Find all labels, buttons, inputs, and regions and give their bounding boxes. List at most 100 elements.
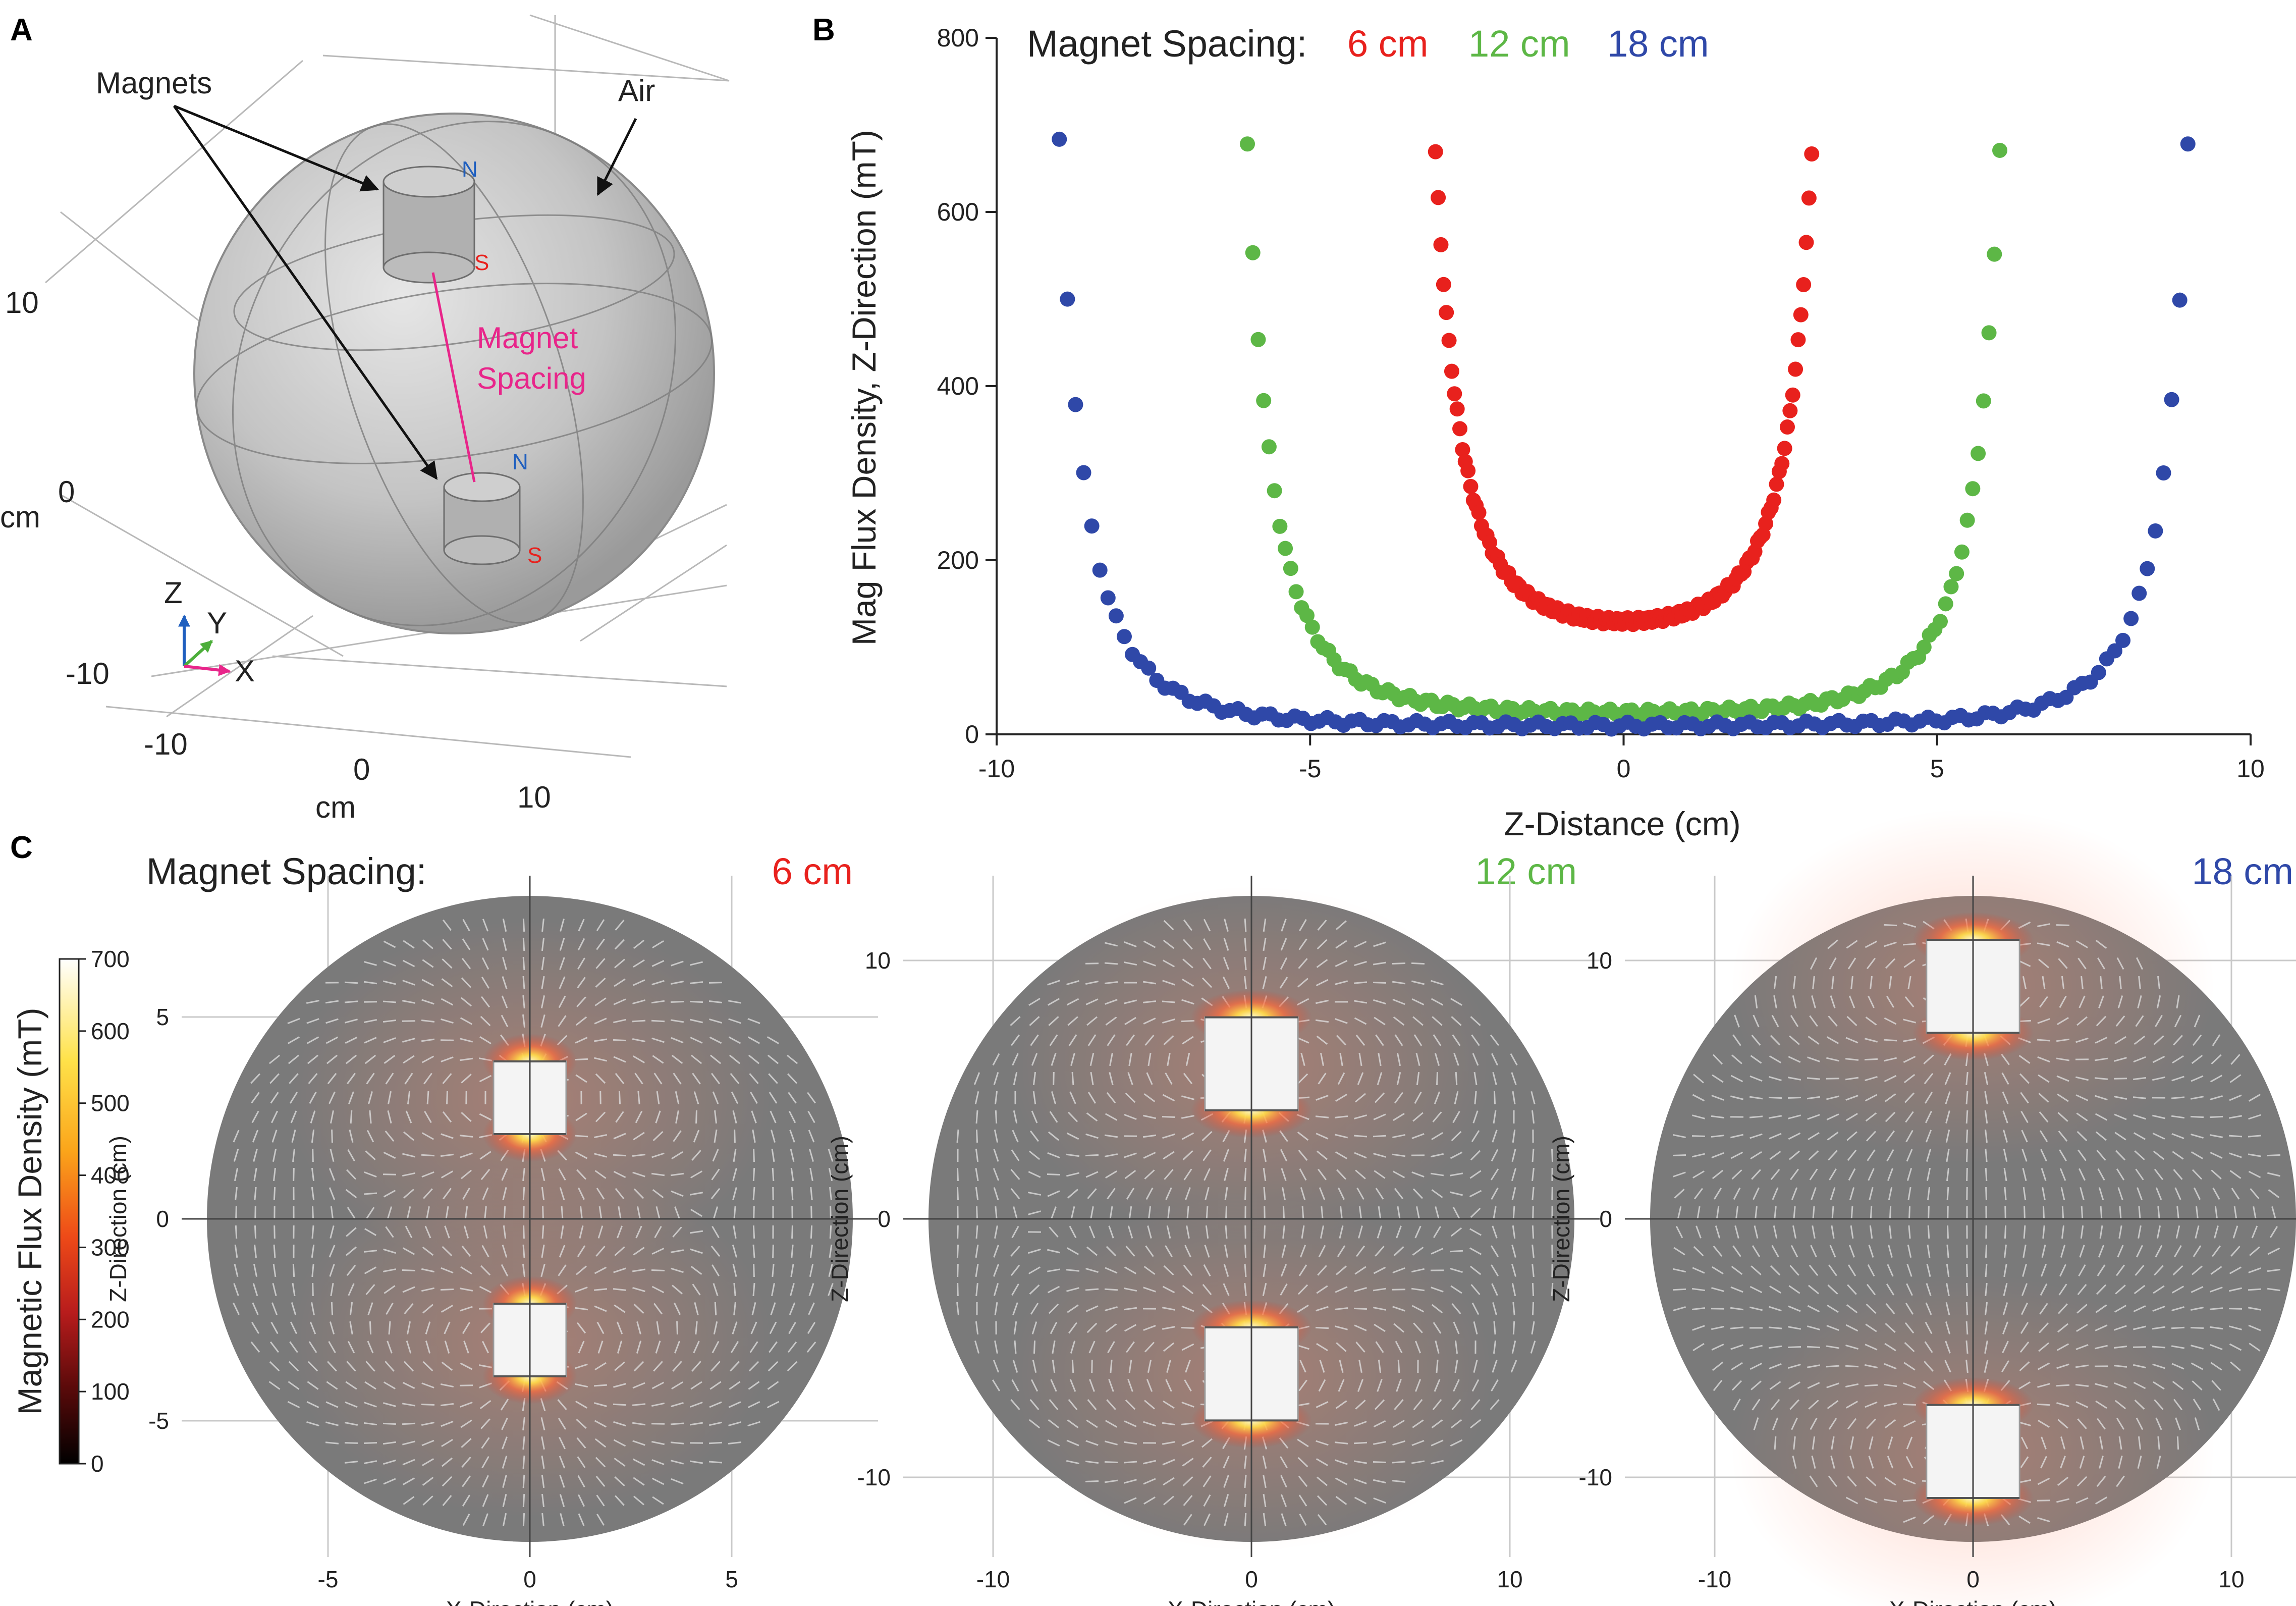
- point-6cm: [1801, 190, 1817, 206]
- point-12cm: [1299, 608, 1315, 623]
- point-6cm: [1788, 361, 1803, 377]
- panel-c-legend-title: Magnet Spacing:: [146, 850, 426, 892]
- top-magnet: [382, 166, 475, 284]
- field-map-18cm: 18 cm -10 0 10 10 0 -10 X-Direction (cm) Z-Direc…: [1548, 809, 2296, 1606]
- y-tick-label: 200: [937, 546, 979, 574]
- x-tick-label: 10: [2236, 755, 2265, 783]
- y-tick-label: 600: [937, 198, 979, 226]
- colorbar-tick-label: 600: [91, 1018, 130, 1044]
- panel-b: B 0 200 400 600 800 -10 -5 0 5 10 Magnet Spacing:…: [812, 13, 2265, 842]
- field-map-z-tick: 0: [878, 1206, 891, 1232]
- air-label: Air: [618, 74, 655, 108]
- point-18cm: [2164, 392, 2179, 407]
- y-tick-label: 400: [937, 372, 979, 400]
- point-6cm: [1471, 505, 1487, 520]
- field-map-6cm: 6 cm -5 0 5 5 0 -5 X-Direction (cm) Z-Direction …: [105, 850, 878, 1606]
- flux-scatter-chart: 0 200 400 600 800 -10 -5 0 5 10: [937, 24, 2265, 783]
- colorbar-tick-label: 700: [91, 946, 130, 972]
- field-map-x-tick: -10: [1698, 1566, 1731, 1592]
- field-map-zlabel: Z-Direction (cm): [1548, 1136, 1574, 1302]
- panel-a-letter: A: [10, 13, 33, 47]
- point-12cm: [1981, 325, 1997, 341]
- point-18cm: [1092, 562, 1108, 578]
- point-6cm: [1444, 363, 1459, 379]
- point-12cm: [1256, 393, 1272, 408]
- panel-a-unit-v: cm: [0, 500, 40, 534]
- panel-a-tick-b0: -10: [144, 727, 188, 761]
- point-6cm: [1785, 387, 1800, 403]
- point-18cm: [1060, 291, 1075, 307]
- field-map-x-tick: -10: [976, 1566, 1010, 1592]
- point-12cm: [1992, 142, 2007, 158]
- point-12cm: [1959, 512, 1975, 528]
- point-18cm: [2172, 292, 2188, 308]
- colorbar-tick-label: 200: [91, 1306, 130, 1332]
- field-maps: 6 cm -5 0 5 5 0 -5 X-Direction (cm) Z-Direction …: [105, 809, 2296, 1606]
- magnets-label: Magnets: [96, 66, 212, 100]
- point-18cm: [1068, 397, 1083, 412]
- field-map-z-tick: 0: [1599, 1206, 1612, 1232]
- point-6cm: [1774, 456, 1790, 471]
- panel-b-legend-title: Magnet Spacing:: [1027, 23, 1307, 65]
- x-tick-label: -5: [1299, 755, 1321, 783]
- point-12cm: [1971, 446, 1986, 461]
- axis-triad: Z Y X: [164, 576, 255, 688]
- point-6cm: [1769, 476, 1784, 492]
- point-12cm: [1987, 246, 2002, 262]
- panel-c: C Magnet Spacing: 7006005004003002001000…: [10, 809, 2296, 1606]
- bottom-magnet-north: N: [512, 450, 528, 474]
- field-arrows: [956, 918, 1554, 1527]
- point-18cm: [2156, 465, 2171, 480]
- point-6cm: [1804, 146, 1820, 162]
- point-18cm: [2123, 611, 2139, 626]
- field-map-x-tick: 0: [523, 1566, 536, 1592]
- point-12cm: [1245, 245, 1261, 260]
- point-6cm: [1463, 478, 1479, 494]
- magnet-spacing-label-line1: Magnet: [477, 321, 578, 355]
- field-map-x-tick: 0: [1966, 1566, 1980, 1592]
- colorbar-tick-label: 300: [91, 1234, 130, 1260]
- point-12cm: [1267, 483, 1282, 499]
- point-6cm: [1782, 403, 1798, 418]
- point-18cm: [2131, 585, 2147, 601]
- panel-a-tick-b2: 10: [517, 780, 551, 814]
- panel-a-tick-v2: -10: [66, 657, 110, 690]
- field-map-x-tick: 10: [2218, 1566, 2244, 1592]
- colorbar: 700 600 500 400 300 200 100 0 Magnetic Flux Den…: [11, 946, 130, 1477]
- field-map-title: 12 cm: [1475, 850, 1577, 892]
- panel-a-tick-v0: 10: [5, 286, 39, 319]
- point-12cm: [1283, 561, 1298, 576]
- panel-a-unit-b: cm: [315, 790, 356, 824]
- point-6cm: [1758, 516, 1774, 531]
- top-magnet-south: S: [474, 250, 489, 275]
- field-map-x-tick: 10: [1497, 1566, 1522, 1592]
- colorbar-tick-label: 500: [91, 1090, 130, 1116]
- point-6cm: [1793, 307, 1809, 323]
- point-6cm: [1431, 190, 1446, 205]
- field-map-title: 18 cm: [2192, 850, 2293, 892]
- legend-18cm: 18 cm: [1607, 23, 1709, 65]
- point-18cm: [2148, 523, 2163, 539]
- axis-y-label: Y: [207, 606, 227, 640]
- colorbar-tick-label: 400: [91, 1162, 130, 1189]
- point-12cm: [1965, 481, 1981, 497]
- panel-a-tick-b1: 0: [353, 753, 370, 786]
- point-18cm: [1076, 465, 1091, 480]
- point-18cm: [2091, 665, 2106, 680]
- point-6cm: [1779, 419, 1795, 435]
- point-12cm: [1272, 518, 1288, 534]
- point-12cm: [1250, 332, 1266, 347]
- field-map-z-tick: -10: [1579, 1464, 1612, 1490]
- point-18cm: [2180, 136, 2196, 152]
- point-6cm: [1796, 277, 1812, 292]
- x-tick-label: -10: [978, 755, 1015, 783]
- point-18cm: [1116, 629, 1132, 645]
- field-map-z-tick: -10: [857, 1464, 891, 1490]
- point-18cm: [2140, 561, 2155, 576]
- field-map-x-tick: 5: [725, 1566, 738, 1592]
- point-6cm: [1455, 442, 1470, 458]
- top-magnet-north: N: [462, 157, 478, 182]
- point-12cm: [1976, 393, 1991, 409]
- point-18cm: [1108, 608, 1124, 624]
